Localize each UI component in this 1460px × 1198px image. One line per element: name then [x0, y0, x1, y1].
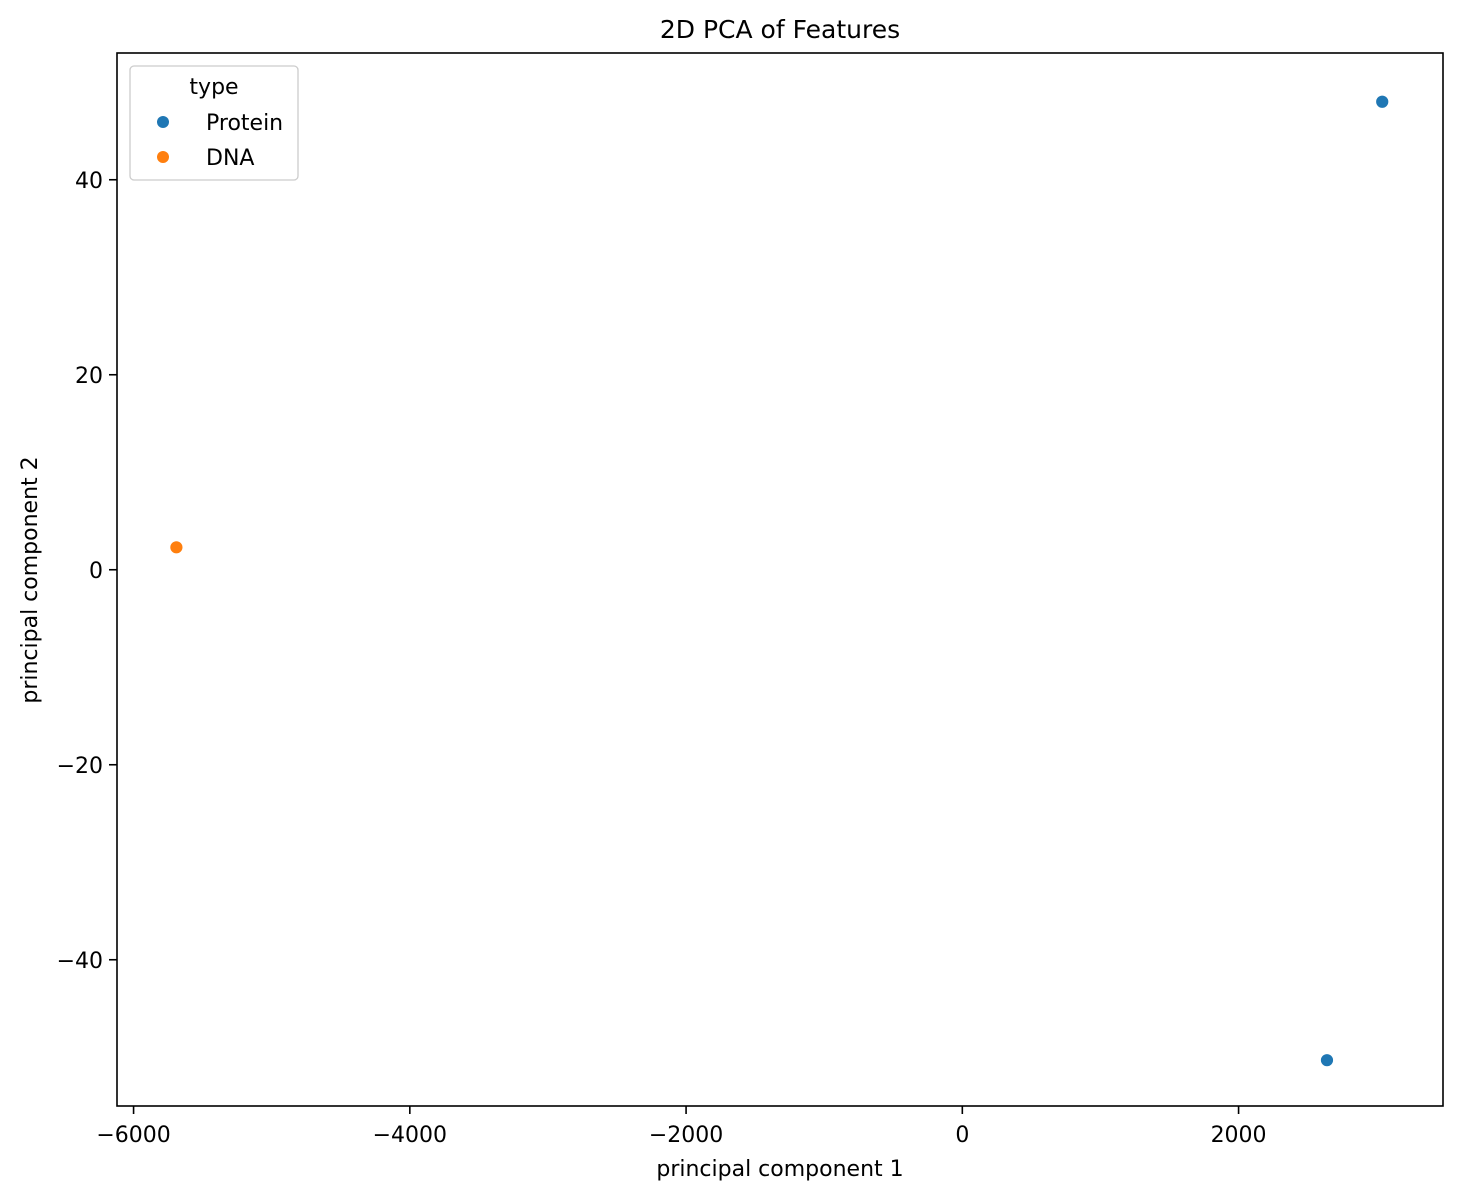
x-tick-label: −2000 [649, 1123, 723, 1148]
legend: type Protein DNA [129, 65, 299, 181]
legend-title: type [189, 75, 238, 100]
plot-area [116, 52, 1444, 1107]
legend-label-protein: Protein [206, 111, 283, 136]
y-tick-label: −40 [57, 949, 103, 974]
data-point-protein [1375, 94, 1390, 109]
chart-title: 2D PCA of Features [660, 15, 900, 44]
y-axis-label: principal component 2 [18, 456, 43, 703]
x-axis: −6000 −4000 −2000 0 2000 [96, 1106, 1267, 1148]
x-tick-label: 0 [955, 1123, 969, 1148]
x-tick-label: 2000 [1211, 1123, 1267, 1148]
y-tick-label: 0 [89, 559, 103, 584]
legend-label-dna: DNA [206, 146, 254, 171]
y-tick-label: 20 [75, 364, 103, 389]
y-tick-label: −20 [57, 754, 103, 779]
y-tick-label: 40 [75, 169, 103, 194]
x-tick-label: −6000 [96, 1123, 170, 1148]
x-axis-label: principal component 1 [656, 1157, 903, 1182]
x-tick-label: −4000 [373, 1123, 447, 1148]
scatter-points [169, 94, 1390, 1068]
legend-box [129, 65, 299, 181]
data-point-dna [169, 540, 184, 555]
legend-marker-dna [157, 151, 169, 163]
y-axis: −40 −20 0 20 40 [57, 169, 117, 974]
legend-marker-protein [157, 116, 169, 128]
data-point-protein [1320, 1053, 1334, 1068]
